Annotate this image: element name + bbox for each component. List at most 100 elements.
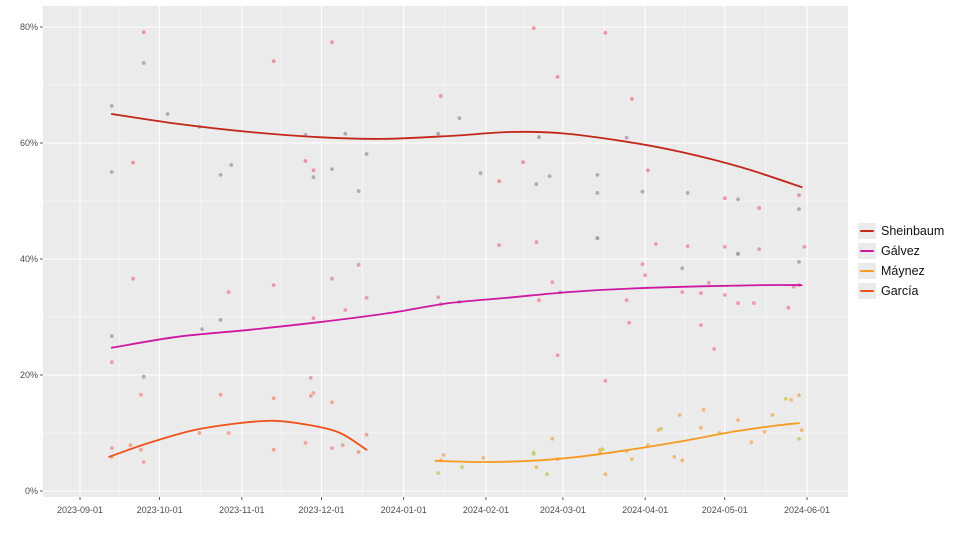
data-point-galvez — [311, 316, 316, 321]
data-point-sheinbaum — [271, 59, 276, 64]
y-tick-label: 80% — [20, 22, 38, 32]
legend-key-swatch — [858, 243, 876, 259]
x-tick-label: 2024-05-01 — [702, 505, 748, 515]
data-point-galvez — [627, 320, 632, 325]
y-tick-label: 0% — [25, 486, 38, 496]
data-point-sheinbaum — [685, 191, 690, 195]
data-point-sheinbaum — [303, 159, 308, 163]
data-point-galvez — [109, 334, 114, 338]
data-point-sheinbaum — [457, 116, 462, 120]
legend-key-swatch — [858, 263, 876, 279]
data-point-sheinbaum — [537, 135, 541, 140]
data-point-maynez — [749, 440, 754, 445]
legend-item-galvez: Gálvez — [858, 242, 944, 260]
data-point-galvez — [534, 240, 539, 245]
data-point-galvez — [226, 290, 231, 294]
data-point-maynez — [701, 407, 706, 412]
data-point-maynez — [481, 456, 486, 460]
data-point-galvez — [218, 318, 223, 322]
data-point-sheinbaum — [630, 97, 634, 101]
data-point-sheinbaum — [218, 173, 223, 177]
legend-label: Sheinbaum — [881, 224, 945, 238]
x-tick-label: 2023-12-01 — [298, 505, 344, 515]
data-point-garcia — [197, 431, 202, 435]
data-point-maynez — [736, 418, 740, 423]
legend-line-icon — [860, 290, 874, 292]
data-point-maynez — [630, 457, 634, 461]
legend-line-icon — [860, 230, 874, 232]
data-point-galvez — [752, 301, 756, 305]
data-point-sheinbaum — [229, 163, 234, 167]
data-point-galvez — [685, 244, 690, 249]
data-point-galvez — [200, 327, 205, 332]
data-point-maynez — [534, 465, 539, 470]
data-point-sheinbaum — [757, 206, 762, 210]
data-point-sheinbaum — [555, 75, 560, 79]
y-tick-label: 20% — [20, 370, 38, 380]
data-point-galvez — [109, 360, 114, 365]
data-point-maynez — [550, 436, 555, 441]
data-point-maynez — [659, 427, 663, 431]
data-point-garcia — [139, 392, 143, 397]
data-point-sheinbaum — [165, 112, 170, 116]
data-point-garcia — [308, 394, 313, 398]
data-point-maynez — [545, 472, 549, 477]
data-point-garcia — [128, 443, 133, 448]
data-point-sheinbaum — [547, 174, 552, 179]
legend-label: Máynez — [881, 264, 925, 278]
data-point-maynez — [783, 396, 788, 401]
x-tick-label: 2024-03-01 — [540, 505, 586, 515]
data-point-galvez — [356, 262, 361, 267]
data-point-sheinbaum — [141, 30, 146, 35]
legend-key-swatch — [858, 283, 876, 299]
data-point-sheinbaum — [624, 135, 629, 140]
data-point-sheinbaum — [645, 168, 650, 173]
legend: Sheinbaum Gálvez Máynez García — [858, 222, 944, 300]
data-point-maynez — [531, 452, 536, 456]
data-point-galvez — [736, 301, 740, 305]
data-point-galvez — [537, 298, 541, 303]
data-point-sheinbaum — [797, 193, 801, 198]
data-point-garcia — [356, 450, 361, 454]
plot-panel — [43, 6, 848, 497]
data-point-galvez — [797, 260, 801, 264]
data-point-sheinbaum — [797, 207, 801, 212]
data-point-galvez — [706, 280, 711, 285]
data-point-sheinbaum — [330, 167, 334, 172]
data-point-galvez — [271, 283, 276, 287]
legend-item-maynez: Máynez — [858, 262, 944, 280]
data-point-galvez — [550, 280, 555, 285]
data-point-garcia — [271, 396, 276, 401]
data-point-sheinbaum — [343, 131, 348, 136]
data-point-galvez — [497, 243, 502, 248]
data-point-maynez — [672, 454, 677, 459]
data-point-sheinbaum — [436, 131, 441, 136]
data-point-sheinbaum — [722, 196, 727, 201]
data-point-galvez — [722, 244, 727, 249]
data-point-galvez — [757, 247, 762, 252]
legend-label: García — [881, 284, 919, 298]
legend-label: Gálvez — [881, 244, 920, 258]
legend-line-icon — [860, 270, 874, 272]
data-point-sheinbaum — [311, 175, 316, 180]
data-point-garcia — [141, 460, 146, 464]
trend-line-sheinbaum — [110, 113, 803, 188]
legend-item-garcia: García — [858, 282, 944, 300]
data-point-galvez — [308, 376, 313, 380]
data-point-sheinbaum — [356, 189, 361, 194]
y-tick-label: 40% — [20, 254, 38, 264]
data-point-maynez — [797, 393, 801, 398]
data-point-garcia — [139, 447, 143, 452]
data-point-garcia — [364, 432, 369, 437]
data-point-sheinbaum — [311, 168, 316, 173]
data-point-maynez — [797, 436, 801, 441]
trend-line-galvez — [110, 284, 803, 349]
data-point-galvez — [680, 266, 685, 271]
data-point-maynez — [441, 453, 446, 457]
data-point-galvez — [680, 290, 685, 294]
data-point-sheinbaum — [736, 197, 740, 202]
data-point-garcia — [218, 392, 223, 397]
data-point-garcia — [330, 446, 334, 450]
data-point-sheinbaum — [521, 160, 525, 165]
